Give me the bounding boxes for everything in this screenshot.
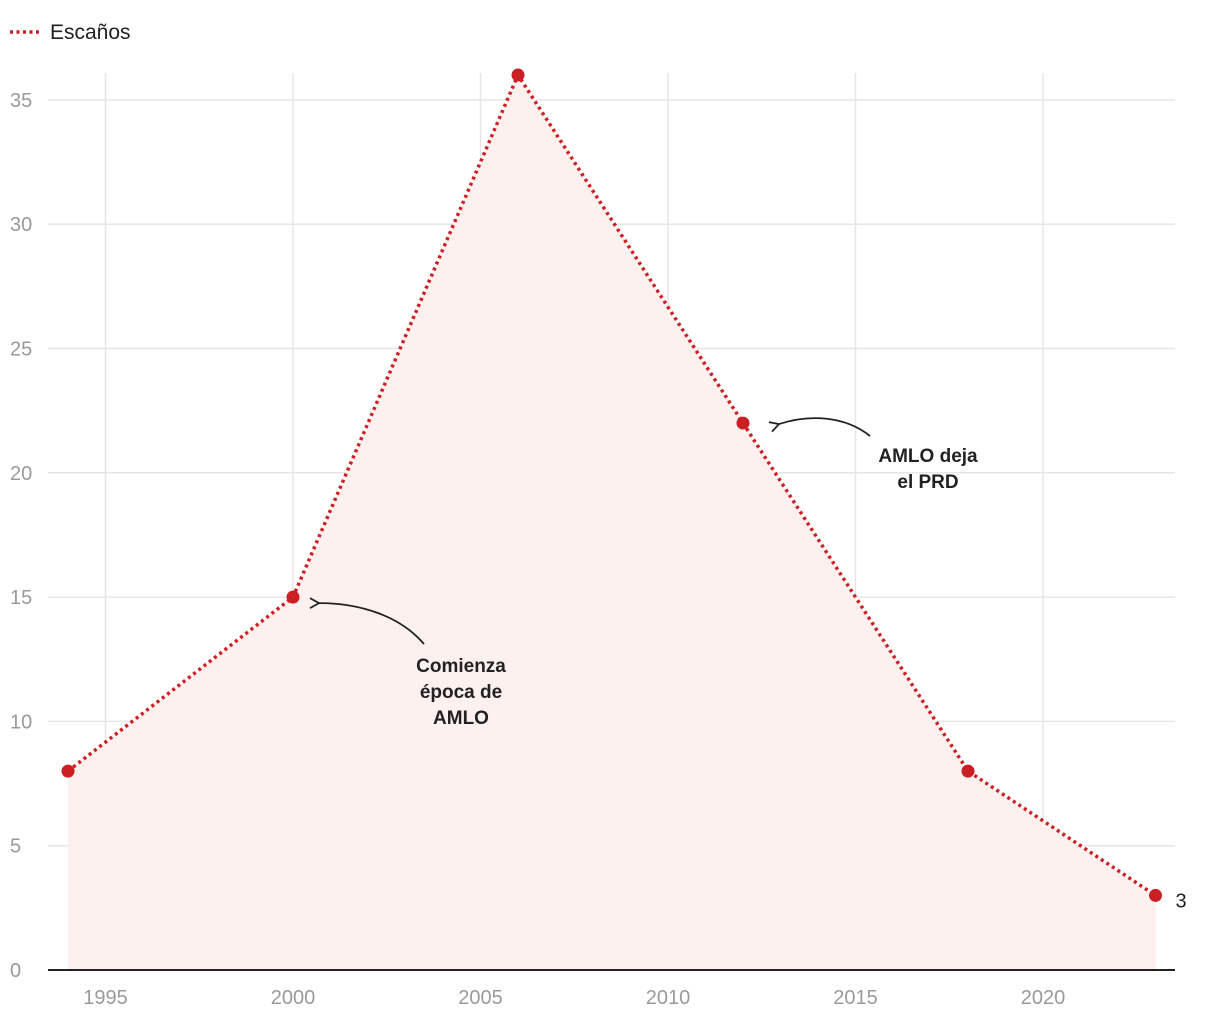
y-tick-label: 0 [10, 960, 21, 982]
data-point [736, 416, 750, 430]
area-fill-layer [68, 75, 1156, 970]
y-tick-label: 5 [10, 836, 21, 858]
annotation-start-line: época de [420, 682, 502, 703]
legend: Escaños [10, 21, 131, 44]
last-value-label: 3 [1176, 890, 1187, 912]
data-point [961, 764, 975, 778]
x-tick-label: 2020 [1021, 987, 1066, 1009]
data-point [1149, 888, 1162, 902]
annotation-arrow-prd [768, 417, 871, 437]
data-point [511, 68, 525, 82]
axes: 0 5 10 15 20 25 30 35 1995 2000 2005 2010 2015 2020 [10, 90, 1175, 1009]
y-tick-label: 35 [10, 90, 32, 112]
x-tick-label: 2015 [833, 987, 878, 1009]
y-tick-label: 30 [10, 214, 32, 236]
y-tick-label: 15 [10, 587, 32, 609]
data-point [61, 764, 75, 778]
x-tick-label: 2005 [458, 987, 503, 1009]
y-tick-label: 25 [10, 339, 32, 361]
x-tick-label: 2010 [646, 987, 691, 1009]
data-points [61, 68, 1162, 902]
annotation-start-line: AMLO [433, 708, 489, 729]
annotation-prd-line: el PRD [897, 472, 958, 493]
annotation-prd-line: AMLO deja [878, 446, 978, 467]
y-tick-label: 20 [10, 463, 32, 485]
x-tick-label: 1995 [83, 987, 128, 1009]
annotation-arrow-start [309, 597, 425, 645]
annotations: 3 Comienza época de AMLO AMLO deja el PRD [309, 417, 1187, 912]
x-tick-label: 2000 [271, 987, 316, 1009]
area-fill [68, 75, 1156, 970]
data-point [286, 590, 300, 604]
annotation-start-line: Comienza [416, 656, 506, 677]
legend-label: Escaños [50, 21, 131, 44]
y-tick-label: 10 [10, 711, 32, 733]
